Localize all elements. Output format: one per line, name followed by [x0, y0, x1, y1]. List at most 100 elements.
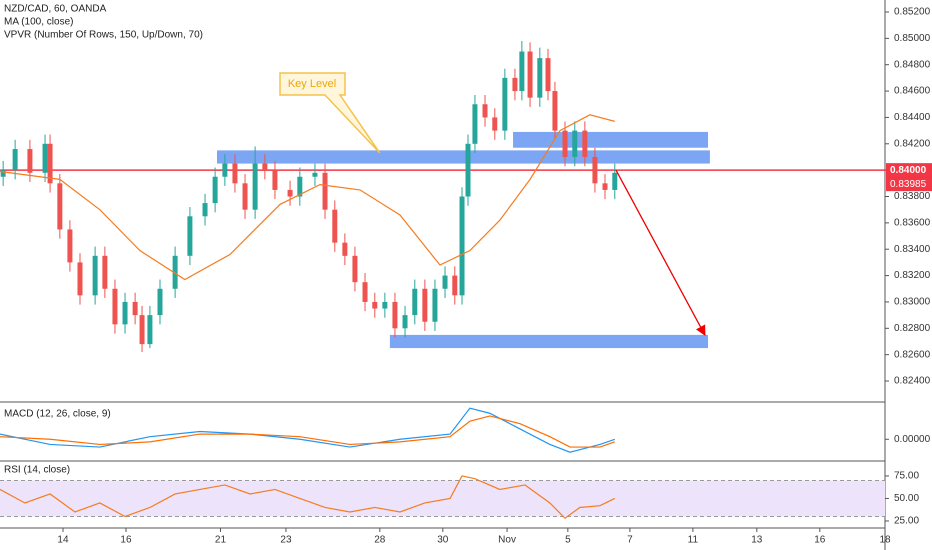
y-tick-label: 0.82600: [894, 349, 931, 360]
zone: [389, 334, 708, 349]
candle-body: [102, 255, 108, 289]
candle-body: [527, 51, 533, 98]
candle-body: [502, 77, 508, 131]
y-tick-label: 0.83400: [894, 244, 931, 255]
rsi-title: RSI (14, close): [4, 465, 70, 476]
candle-body: [465, 143, 471, 197]
candle-body: [187, 216, 193, 256]
x-tick-label: 13: [751, 535, 763, 546]
candle-body: [157, 288, 163, 316]
y-tick-label: 0.85200: [894, 7, 931, 18]
rsi-band: [0, 480, 885, 517]
y-tick-label: 0.84800: [894, 59, 931, 70]
y-tick-label: 0.00000: [894, 434, 931, 445]
zone: [513, 131, 708, 148]
candle-body: [242, 183, 248, 210]
candle-body: [362, 282, 368, 302]
candle-body: [0, 170, 6, 177]
candle-body: [352, 255, 358, 283]
candle-body: [562, 130, 568, 157]
price-label-bg: [886, 163, 932, 178]
callout-text: Key Level: [288, 78, 336, 90]
x-tick-label: 28: [374, 535, 386, 546]
ma-line: [0, 114, 615, 281]
callout: [279, 72, 381, 154]
candle-body: [232, 163, 238, 184]
x-tick-label: 7: [627, 535, 633, 546]
candle-body: [92, 255, 98, 296]
candle-body: [12, 149, 18, 171]
y-tick-label: 75.00: [894, 471, 919, 482]
candle-body: [342, 242, 348, 256]
candle-body: [322, 172, 328, 210]
x-tick-label: 16: [120, 535, 132, 546]
x-tick-label: 30: [437, 535, 449, 546]
price-label: 0.84000: [890, 165, 927, 176]
candle-body: [612, 172, 618, 190]
candle-body: [582, 130, 588, 157]
y-tick-label: 0.83200: [894, 270, 931, 281]
zone: [216, 150, 710, 164]
candle-body: [545, 58, 551, 92]
candle-body: [392, 301, 398, 329]
x-tick-label: 18: [879, 535, 891, 546]
y-tick-label: 0.85000: [894, 33, 931, 44]
macd-title: MACD (12, 26, close, 9): [4, 409, 111, 420]
candle-body: [67, 229, 73, 263]
x-tick-label: 21: [215, 535, 227, 546]
arrow: [615, 169, 706, 337]
candle-body: [212, 176, 218, 204]
candle-body: [47, 143, 53, 184]
indicator-label: MA (100, close): [4, 17, 73, 28]
candle-body: [332, 209, 338, 243]
chart-title: NZD/CAD, 60, OANDA: [4, 4, 107, 15]
candle-body: [77, 262, 83, 296]
candle-body: [452, 275, 458, 296]
candle-body: [482, 104, 488, 118]
indicator-line: [0, 415, 615, 448]
x-tick-label: 16: [814, 535, 826, 546]
x-tick-label: 5: [565, 535, 571, 546]
candle-body: [122, 301, 128, 325]
candle-body: [262, 163, 268, 171]
y-tick-label: 25.00: [894, 516, 919, 527]
candle-body: [572, 130, 578, 157]
y-tick-label: 0.82800: [894, 323, 931, 334]
last-price-label: 0.83985: [890, 179, 927, 190]
candle-body: [442, 275, 448, 289]
candle-body: [132, 301, 138, 316]
candle-body: [42, 143, 48, 173]
indicator-label: VPVR (Number Of Rows, 150, Up/Down, 70): [4, 30, 203, 41]
candle-body: [592, 156, 598, 184]
y-tick-label: 0.83000: [894, 297, 931, 308]
y-tick-label: 0.84400: [894, 112, 931, 123]
candle-body: [552, 91, 558, 131]
candle-body: [459, 196, 465, 296]
indicator-line: [0, 407, 615, 453]
candle-body: [537, 58, 543, 98]
indicator-line: [0, 475, 616, 520]
y-tick-label: 0.84200: [894, 138, 931, 149]
candle-body: [492, 117, 498, 131]
candle-body: [382, 301, 388, 309]
candle-body: [432, 288, 438, 322]
candle-body: [147, 315, 153, 345]
candle-body: [412, 288, 418, 316]
candle-body: [202, 203, 208, 217]
candle-body: [372, 301, 378, 309]
y-tick-label: 50.00: [894, 493, 919, 504]
y-tick-label: 0.83600: [894, 218, 931, 229]
y-tick-label: 0.82400: [894, 376, 931, 387]
x-tick-label: Nov: [498, 535, 516, 546]
candle-body: [139, 315, 145, 345]
candle-body: [312, 172, 318, 177]
y-tick-label: 0.83800: [894, 191, 931, 202]
x-tick-label: 23: [280, 535, 292, 546]
candle-body: [57, 183, 63, 230]
candle-body: [172, 255, 178, 289]
candle-body: [222, 163, 228, 177]
y-tick-label: 0.84600: [894, 86, 931, 97]
candle-body: [402, 315, 408, 329]
